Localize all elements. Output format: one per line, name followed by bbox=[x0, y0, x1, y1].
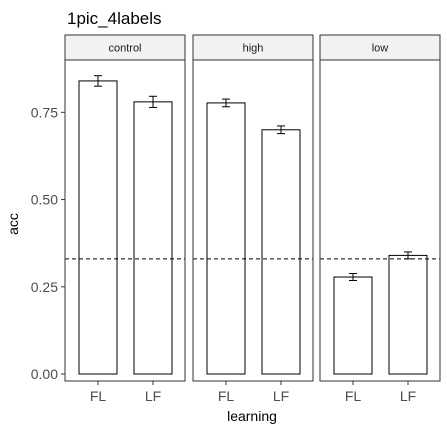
x-tick-label: FL bbox=[90, 388, 107, 404]
error-bar-control-LF bbox=[149, 95, 157, 108]
facet-strip-label: low bbox=[372, 43, 389, 55]
y-tick-label: 0.00 bbox=[31, 366, 58, 382]
x-tick-label: LF bbox=[145, 388, 161, 404]
error-bar-high-FL bbox=[222, 98, 230, 108]
error-bar-low-FL bbox=[349, 273, 357, 282]
bar-low-LF bbox=[388, 254, 428, 375]
panel-border bbox=[64, 59, 186, 382]
facet-strip bbox=[319, 34, 441, 61]
facet-panel-low: low FL LF bbox=[319, 34, 441, 404]
y-tick-label: 0.50 bbox=[31, 192, 58, 208]
y-axis: 0.00 0.25 0.50 0.75 bbox=[31, 104, 65, 382]
facet-panel-control: control FL LF bbox=[64, 34, 186, 404]
facet-panel-high: high FL LF bbox=[192, 34, 314, 404]
facet-strip bbox=[192, 34, 314, 61]
bar-high-LF bbox=[261, 129, 301, 375]
panel-border bbox=[192, 59, 314, 382]
panel-border bbox=[319, 59, 441, 382]
y-axis-title: acc bbox=[5, 213, 21, 235]
bar-high-FL bbox=[206, 102, 246, 375]
bar-low-FL bbox=[333, 276, 373, 375]
error-bar-high-LF bbox=[277, 125, 285, 135]
x-tick-label: LF bbox=[273, 388, 289, 404]
facet-strip-label: control bbox=[108, 43, 141, 55]
facet-strip-label: high bbox=[243, 43, 264, 55]
x-axis-title: learning bbox=[227, 408, 277, 424]
error-bar-control-FL bbox=[94, 75, 102, 87]
x-tick-label: LF bbox=[400, 388, 416, 404]
facet-strip bbox=[64, 34, 186, 61]
bar-control-LF bbox=[133, 101, 173, 375]
facet-panels: control FL LF high FL LF low FL LF bbox=[64, 34, 441, 404]
x-tick-label: FL bbox=[218, 388, 235, 404]
x-tick-label: FL bbox=[345, 388, 362, 404]
y-tick-label: 0.25 bbox=[31, 279, 58, 295]
y-tick-label: 0.75 bbox=[31, 104, 58, 120]
chart-title: 1pic_4labels bbox=[67, 9, 162, 28]
bar-control-FL bbox=[78, 80, 118, 375]
